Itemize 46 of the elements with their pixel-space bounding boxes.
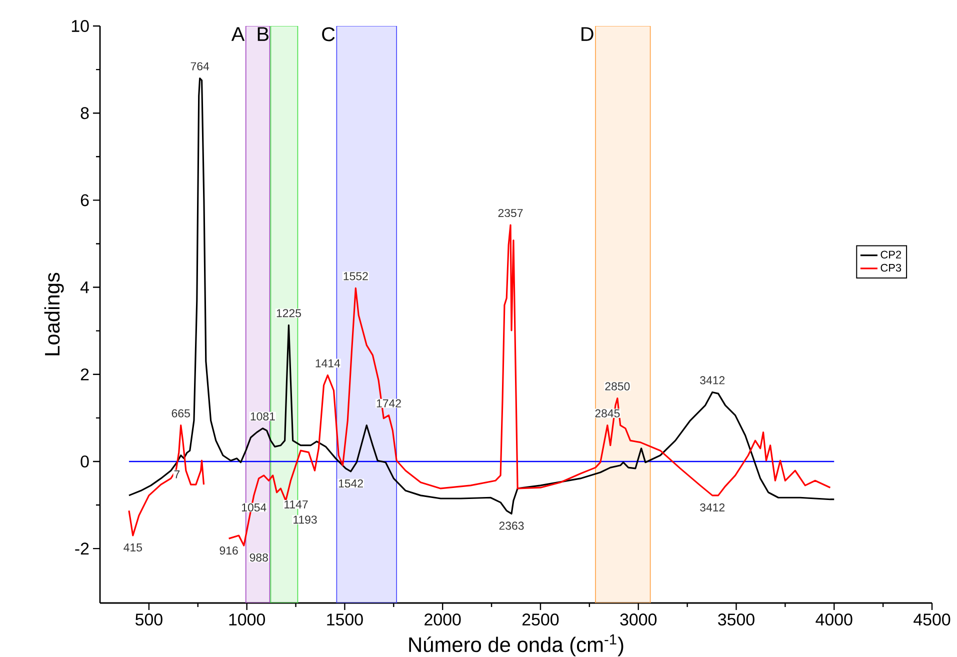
annotation: 3412 xyxy=(700,503,725,512)
x-tick-label: 4000 xyxy=(816,614,852,626)
y-tick-label: 4 xyxy=(80,281,89,294)
annotation: 1414 xyxy=(316,359,340,368)
annotation: 2845 xyxy=(595,409,620,418)
annotation: 1225 xyxy=(276,309,301,318)
annotation: 415 xyxy=(124,544,142,552)
legend-label: CP2 xyxy=(880,250,902,259)
band-label: C xyxy=(322,27,335,42)
annotation: 1147 xyxy=(284,500,308,508)
x-tick-label: 1000 xyxy=(229,614,265,626)
annotation: 988 xyxy=(250,553,268,562)
y-tick-label: 2 xyxy=(80,368,89,380)
y-axis-title: Loadings xyxy=(44,272,64,356)
annotation: 2850 xyxy=(605,382,630,390)
annotation: 1081 xyxy=(250,412,275,420)
annotation: 665 xyxy=(172,409,190,418)
annotation: 3412 xyxy=(700,376,725,384)
annotation: 2357 xyxy=(498,208,523,218)
annotation: 1054 xyxy=(242,503,266,512)
y-tick-label: 8 xyxy=(80,107,89,120)
x-tick-label: 3000 xyxy=(620,614,657,626)
annotation: 916 xyxy=(220,546,238,555)
y-tick-label: 10 xyxy=(72,20,89,32)
x-axis-title: Número de onda (cm$^{-1}$) xyxy=(409,634,624,656)
annotation: 764 xyxy=(190,62,210,70)
y-tick-label: 0 xyxy=(80,455,89,468)
annotation: 1742 xyxy=(376,399,401,408)
x-tick-label: 2500 xyxy=(522,614,559,626)
x-tick-label: 3500 xyxy=(718,614,754,626)
legend-label: CP3 xyxy=(880,264,902,272)
x-tick-label: 4500 xyxy=(914,614,950,626)
band-label: D xyxy=(582,27,594,41)
line-series xyxy=(128,77,835,515)
annotation: 1552 xyxy=(344,272,368,280)
x-tick-label: 2000 xyxy=(424,614,461,626)
y-tick-label: 6 xyxy=(80,194,89,206)
band-label: A xyxy=(231,27,245,41)
annotation: 7 xyxy=(174,470,180,478)
annotation: 1193 xyxy=(294,516,317,524)
y-tick-label: -2 xyxy=(75,542,89,554)
x-tick-label: 500 xyxy=(135,614,162,626)
x-tick-label: 1500 xyxy=(327,614,363,626)
annotation: 1542 xyxy=(338,479,363,488)
annotation: 2363 xyxy=(499,522,524,530)
band-label: B xyxy=(258,27,268,41)
